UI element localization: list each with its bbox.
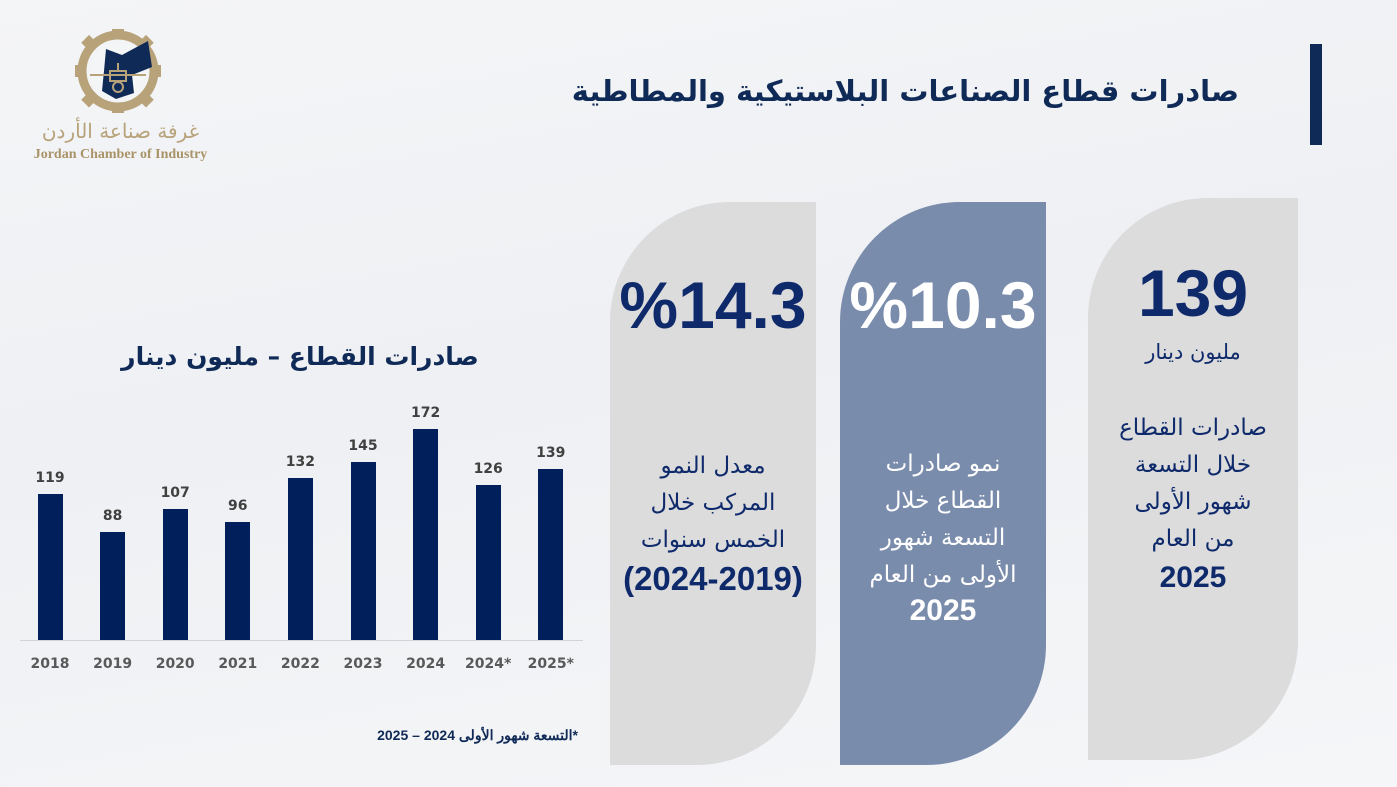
kpi-description: معدل النمو المركب خلال الخمس سنوات bbox=[640, 453, 786, 553]
chart-bar bbox=[413, 429, 439, 640]
kpi-unit: مليون دينار bbox=[1145, 340, 1241, 364]
bar-chart-plot-area: 119 88 107 96 132 145 172 126 139 bbox=[20, 400, 583, 640]
chart-bar bbox=[37, 494, 63, 640]
x-axis-tick-label: 2022 bbox=[280, 656, 320, 672]
chart-bar bbox=[287, 478, 313, 640]
kpi-value: %10.3 bbox=[849, 268, 1037, 342]
kpi-card-exports-growth: %10.3 نمو صادرات القطاع خلال التسعة شهور… bbox=[840, 202, 1046, 765]
bar-value-label: 119 bbox=[35, 470, 65, 487]
kpi-period: (2024-2019) bbox=[623, 560, 803, 597]
bar-value-label: 96 bbox=[228, 498, 248, 515]
kpi-card-cagr: %14.3 معدل النمو المركب خلال الخمس سنوات… bbox=[610, 202, 816, 765]
bar-value-label: 172 bbox=[410, 405, 441, 421]
title-accent-bar bbox=[1310, 44, 1322, 145]
logo-arabic-name: غرفة صناعة الأردن bbox=[41, 119, 200, 143]
gear-map-emblem-icon bbox=[75, 29, 161, 113]
chart-title: صادرات القطاع – مليون دينار bbox=[121, 342, 479, 371]
x-axis-tick-label: 2023 bbox=[343, 656, 383, 672]
chart-bar bbox=[538, 469, 564, 640]
jordan-chamber-of-industry-logo: غرفة صناعة الأردن Jordan Chamber of Indu… bbox=[28, 25, 213, 165]
logo-english-name: Jordan Chamber of Industry bbox=[33, 147, 208, 162]
kpi-value: 139 bbox=[1137, 256, 1249, 330]
kpi-card-exports-value: 139 مليون دينار صادرات القطاع خلال التسع… bbox=[1088, 198, 1298, 760]
chart-bar bbox=[100, 532, 126, 640]
x-axis-tick-label: 2018 bbox=[30, 656, 70, 672]
x-axis-tick-label: 2020 bbox=[155, 656, 195, 672]
x-axis-tick-label: 2025* bbox=[527, 656, 574, 672]
chart-bar bbox=[225, 522, 251, 640]
kpi-year: 2025 bbox=[1159, 561, 1227, 594]
kpi-year: 2025 bbox=[909, 594, 977, 627]
bar-value-label: 88 bbox=[102, 508, 123, 525]
chart-footnote: *التسعة شهور الأولى 2024 – 2025 bbox=[377, 727, 578, 743]
chart-x-axis-line bbox=[20, 640, 583, 641]
bar-value-label: 126 bbox=[473, 461, 503, 478]
kpi-value: %14.3 bbox=[619, 268, 807, 342]
bar-value-label: 132 bbox=[285, 454, 315, 471]
bar-value-label: 139 bbox=[536, 445, 566, 462]
x-axis-tick-label: 2024 bbox=[406, 656, 446, 672]
x-axis-tick-label: 2024* bbox=[465, 656, 512, 672]
page-title: صادرات قطاع الصناعات البلاستيكية والمطاط… bbox=[571, 74, 1239, 108]
x-axis-tick-label: 2021 bbox=[218, 656, 258, 672]
kpi-description: نمو صادرات القطاع خلال التسعة شهور الأول… bbox=[869, 451, 1017, 588]
chart-bar bbox=[162, 508, 188, 640]
chart-bar bbox=[475, 485, 501, 640]
x-axis-tick-label: 2019 bbox=[93, 656, 133, 672]
bar-value-label: 145 bbox=[348, 438, 378, 455]
chart-bar bbox=[350, 462, 376, 640]
bar-value-label: 107 bbox=[160, 484, 190, 501]
kpi-description: صادرات القطاع خلال التسعة شهور الأولى من… bbox=[1119, 415, 1267, 552]
